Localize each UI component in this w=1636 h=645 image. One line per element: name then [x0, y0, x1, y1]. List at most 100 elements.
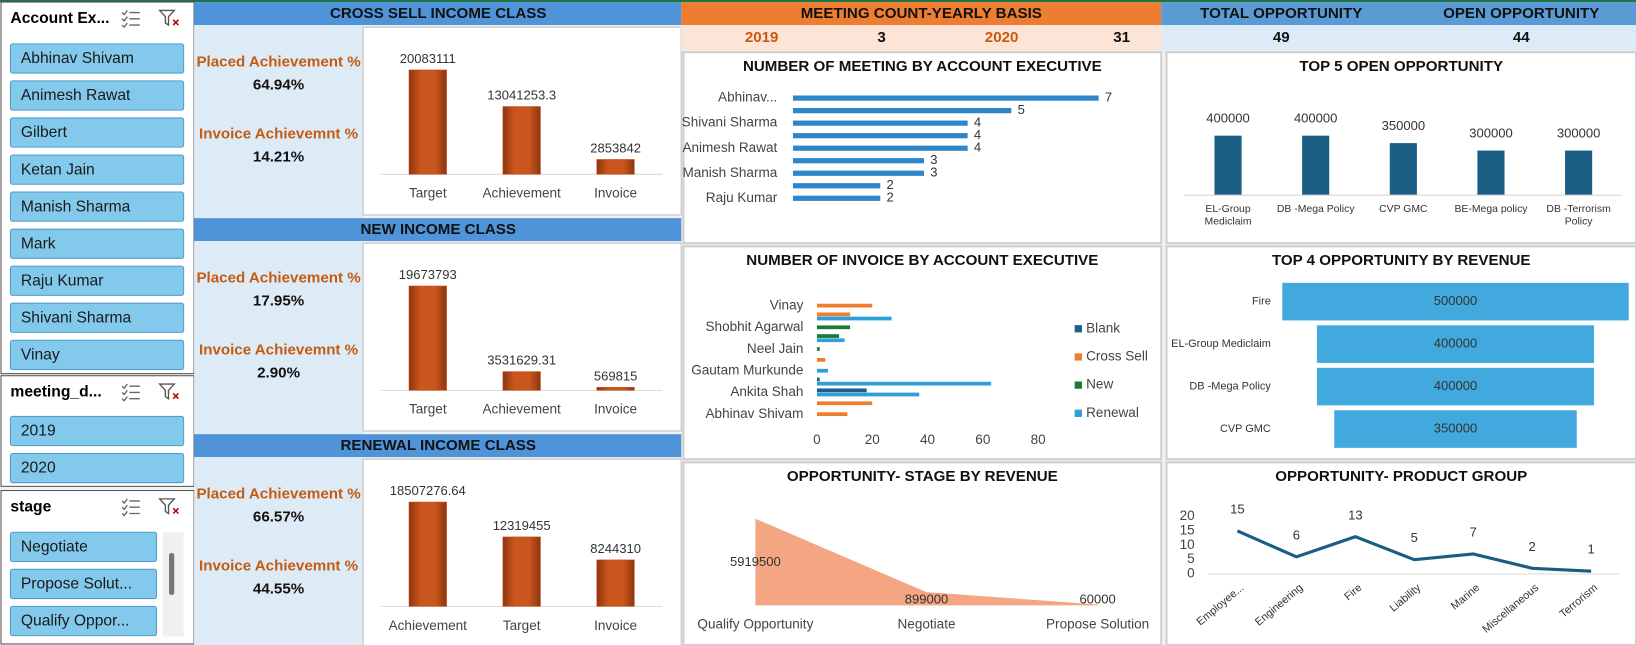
slicer-item[interactable] [9, 154, 185, 185]
multi-select-icon[interactable] [121, 498, 140, 517]
y-tick-label: Raju Kumar [706, 190, 778, 205]
bar [816, 334, 840, 338]
data-label: 569815 [594, 368, 637, 383]
y-tick-label: EL-Group Mediclaim [1171, 338, 1271, 350]
clear-filter-icon[interactable] [158, 498, 176, 515]
slicer-item-label: Shivani Sharma [21, 309, 132, 326]
data-label: 5 [1411, 530, 1418, 545]
bar [816, 338, 845, 343]
y-tick-label: Vinay [770, 297, 804, 312]
bar [1477, 150, 1505, 196]
slicer-item-label: 2019 [21, 423, 56, 440]
data-label: 20083111 [400, 51, 456, 66]
x-tick-label: 20 [865, 432, 880, 447]
bar [792, 120, 968, 126]
section-header [194, 218, 682, 242]
y-tick-label: 15 [1180, 523, 1195, 538]
bar [792, 158, 924, 164]
data-label: 12319455 [493, 518, 551, 533]
slicer-item[interactable] [9, 568, 158, 600]
kpi-label: Placed Achievement % [196, 54, 361, 71]
slicer-item-label: Abhinav Shivam [21, 50, 134, 67]
clear-filter-x [172, 392, 179, 400]
data-label: 2 [1529, 539, 1536, 554]
slicer-item[interactable] [9, 452, 185, 484]
slicer-item[interactable] [9, 415, 185, 447]
section-header [1161, 2, 1636, 26]
line [1236, 529, 1592, 573]
x-tick-label: Target [503, 618, 541, 633]
kpi-row [1161, 25, 1636, 51]
x-tick-label: Achievement [389, 618, 468, 633]
bar [1316, 367, 1595, 406]
bar [816, 401, 873, 406]
slicer-item-label: Raju Kumar [21, 272, 104, 289]
data-label: 4 [974, 115, 981, 130]
bar [596, 387, 635, 391]
y-tick-label: Ankita Shah [730, 384, 803, 399]
bar [816, 412, 848, 417]
multi-select-icon[interactable] [121, 10, 140, 29]
slicer-item[interactable] [9, 265, 185, 296]
data-label: 3 [930, 152, 937, 167]
slicer-item[interactable] [9, 302, 185, 333]
data-label: 6 [1293, 527, 1300, 542]
bar [816, 392, 920, 397]
data-label: 3 [930, 165, 937, 180]
bar [792, 133, 968, 139]
data-label: 5919500 [730, 554, 781, 569]
scrollbar-thumb[interactable] [169, 553, 175, 595]
x-tick-label: CVP GMC [1379, 203, 1428, 215]
slicer-item-label: Gilbert [21, 124, 68, 141]
label-box: BE-Mega policy [1454, 204, 1527, 215]
total-label: OPEN OPPORTUNITY [1443, 5, 1599, 22]
slicer-item[interactable] [9, 339, 185, 370]
clear-filter-icon[interactable] [158, 383, 176, 400]
slicer-item[interactable] [9, 191, 185, 222]
data-label: 18507276.64 [390, 483, 466, 498]
multi-select-icon[interactable] [121, 383, 140, 402]
y-tick-label: CVP GMC [1220, 423, 1271, 435]
y-tick-label: Animesh Rawat [682, 140, 777, 155]
label-box: EL-Group Mediclaim [1205, 204, 1252, 228]
bar [596, 159, 635, 175]
slicer-item[interactable] [9, 531, 158, 563]
y-tick-label: 10 [1180, 537, 1195, 552]
meeting-count: 31 [1113, 29, 1130, 46]
clear-filter-icon[interactable] [158, 9, 176, 27]
bar [792, 145, 968, 151]
slicer-item[interactable] [9, 605, 158, 637]
bar [1316, 325, 1595, 363]
y-tick-label: Shobhit Agarwal [706, 319, 804, 334]
legend-swatch [1074, 409, 1082, 417]
data-label: 300000 [1557, 125, 1600, 140]
data-label: 1 [1588, 542, 1595, 557]
y-tick-label: Shivani Sharma [682, 115, 778, 130]
x-tick-label: Target [409, 186, 447, 201]
data-label: 8244310 [590, 541, 641, 556]
y-tick-label: 5 [1187, 551, 1195, 566]
x-tick-label: 60 [975, 432, 990, 447]
kpi-value: 17.95% [253, 293, 305, 310]
x-tick-label: Invoice [594, 402, 637, 417]
data-label: 7 [1105, 90, 1112, 105]
slicer-item[interactable] [9, 228, 185, 259]
slicer-item-label: Negotiate [21, 539, 88, 556]
bar [816, 388, 867, 393]
kpi-value: 64.94% [253, 77, 305, 94]
data-label: 300000 [1469, 125, 1512, 140]
bar [502, 106, 541, 175]
total-value: 49 [1273, 29, 1290, 46]
year-label: 2019 [745, 29, 779, 46]
slicer-item[interactable] [9, 43, 185, 74]
bar [1282, 282, 1629, 321]
legend-label: Cross Sell [1086, 349, 1148, 364]
slicer-item-label: Manish Sharma [21, 198, 131, 215]
slicer-item[interactable] [9, 117, 185, 148]
slicer-item[interactable] [9, 80, 185, 111]
bar [408, 501, 447, 607]
slicer-title: stage [10, 498, 51, 515]
kpi-value: 44.55% [253, 581, 305, 598]
x-tick-label: Achievement [483, 402, 562, 417]
